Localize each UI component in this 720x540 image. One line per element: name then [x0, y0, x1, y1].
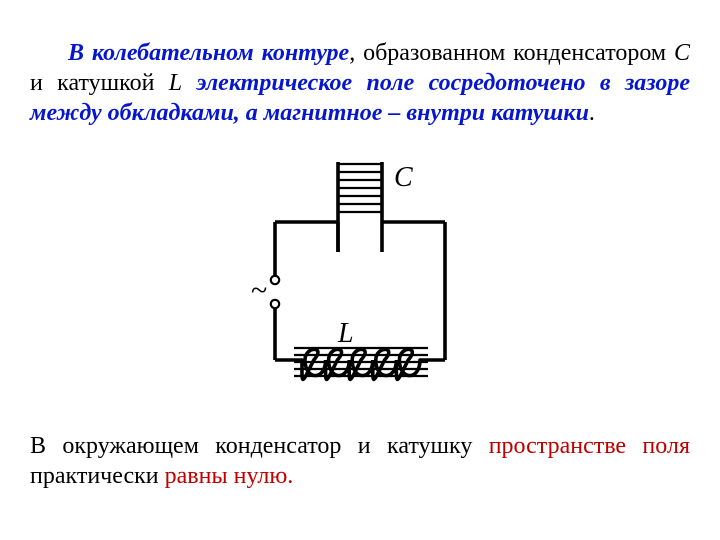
- p1-var-c: С: [674, 40, 690, 66]
- paragraph-2: В окружающем конденсатор и катушку прост…: [30, 431, 690, 491]
- p1-blue-1: В колебательном контуре: [68, 40, 349, 66]
- p1-black-2: и катушкой: [30, 70, 169, 96]
- svg-text:~: ~: [251, 274, 267, 307]
- p1-black-1: , образованном конденсатором: [349, 40, 674, 66]
- p2-black-1: В окружающем: [30, 433, 199, 459]
- p1-var-l: L: [169, 70, 182, 96]
- lc-circuit-diagram: ~ C L: [230, 152, 490, 402]
- page: В колебательном контуре, образованном ко…: [0, 0, 720, 540]
- svg-text:L: L: [337, 318, 354, 349]
- svg-text:C: C: [394, 162, 413, 193]
- figure-container: ~ C L: [30, 152, 690, 407]
- p2-red-1: пространстве поля: [489, 433, 690, 459]
- p2-black-2: конденсатор и катушку: [199, 433, 489, 459]
- p1-black-4: .: [589, 100, 595, 126]
- p2-black-3: практически: [30, 463, 165, 489]
- paragraph-1: В колебательном контуре, образованном ко…: [30, 38, 690, 128]
- p1-black-3: [182, 70, 196, 96]
- p2-red-2: равны нулю.: [165, 463, 294, 489]
